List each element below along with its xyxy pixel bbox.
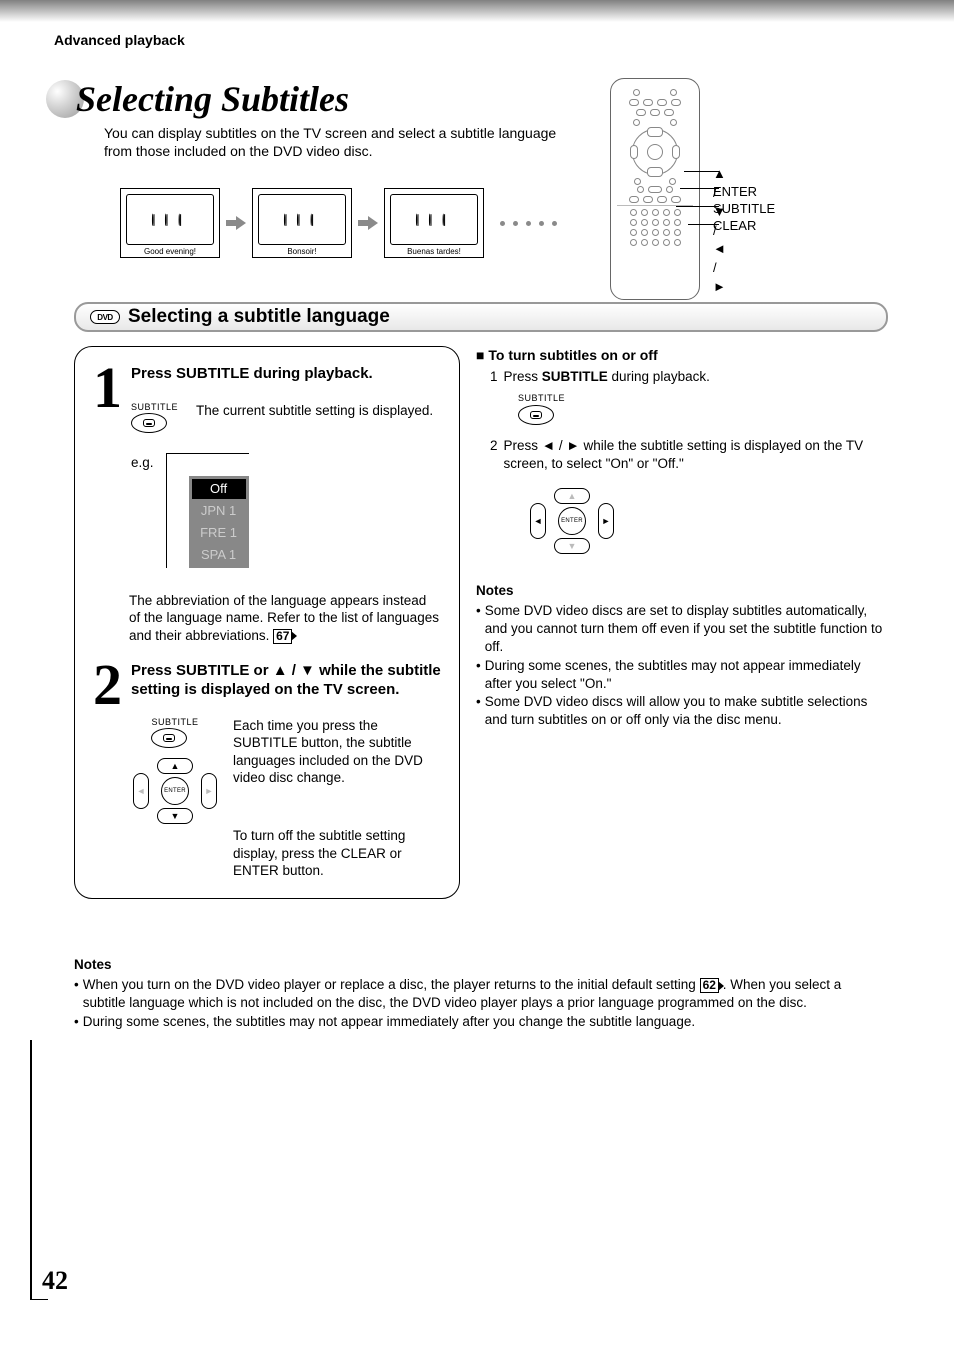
tv-box-1: Good evening!: [120, 188, 220, 258]
people-icon: [284, 214, 321, 226]
note-text: Some DVD video discs are set to display …: [485, 602, 886, 657]
top-gradient: [0, 0, 954, 22]
section-title: Selecting a subtitle language: [128, 306, 390, 328]
page-ref-62: 62: [700, 978, 719, 993]
intro-text: You can display subtitles on the TV scre…: [104, 124, 574, 160]
people-icon: [152, 214, 189, 226]
people-icon: [416, 214, 453, 226]
dvd-badge-icon: DVD: [90, 310, 120, 324]
enter-ring: ENTER: [558, 507, 586, 535]
subtitle-button-icon: SUBTITLE: [151, 717, 198, 748]
tv-box-2: Bonsoir!: [252, 188, 352, 258]
step1-abbrev: The abbreviation of the language appears…: [129, 592, 441, 645]
arrow-right-icon: [358, 216, 378, 230]
step1-desc: The current subtitle setting is displaye…: [196, 402, 441, 433]
step1-heading: Press SUBTITLE during playback.: [131, 365, 441, 384]
osd-off: Off: [192, 479, 246, 499]
section-bar: DVD Selecting a subtitle language: [74, 302, 888, 332]
tv-caption-2: Bonsoir!: [286, 247, 317, 256]
right-notes-heading: Notes: [476, 582, 886, 600]
square-bullet-icon: ■: [476, 347, 488, 363]
right-heading-text: To turn subtitles on or off: [488, 347, 657, 363]
corner-rule: [30, 1040, 38, 1300]
subtitle-btn-label: SUBTITLE: [131, 402, 178, 412]
osd-display: Off JPN 1 FRE 1 SPA 1: [189, 476, 249, 568]
num-1: 1: [490, 368, 498, 386]
num-2: 2: [490, 437, 498, 473]
remote-diagram: ▲ / ▼ / ◄ / ► ENTER SUBTITLE CLEAR: [610, 78, 900, 308]
right-column: ■ To turn subtitles on or off 1 Press SU…: [476, 346, 886, 729]
right-heading: ■ To turn subtitles on or off: [476, 346, 886, 365]
header-section-label: Advanced playback: [54, 32, 185, 48]
tv-box-3: Buenas tardes!: [384, 188, 484, 258]
arrow-right-icon: [226, 216, 246, 230]
enter-ring: ENTER: [161, 777, 189, 805]
right-step-2: 2 Press ◄ / ► while the subtitle setting…: [490, 437, 886, 473]
step2-heading: Press SUBTITLE or ▲ / ▼ while the subtit…: [131, 662, 441, 700]
subtitle-btn-label: SUBTITLE: [151, 717, 198, 727]
note-text: When you turn on the DVD video player or…: [83, 976, 886, 1012]
note-text: Some DVD video discs will allow you to m…: [485, 693, 886, 729]
dots-icon: [500, 221, 557, 226]
step-2: 2 Press SUBTITLE or ▲ / ▼ while the subt…: [93, 662, 441, 708]
bottom-notes: Notes • When you turn on the DVD video p…: [74, 956, 886, 1031]
step-1: 1 Press SUBTITLE during playback. SUBTIT…: [93, 365, 441, 568]
step-number: 2: [93, 662, 123, 708]
subtitle-button-icon: SUBTITLE: [518, 392, 565, 425]
page-title: Selecting Subtitles: [76, 78, 349, 120]
step2-desc2: To turn off the subtitle setting display…: [233, 827, 441, 880]
bottom-note-1: • When you turn on the DVD video player …: [74, 976, 886, 1012]
right-step-1: 1 Press SUBTITLE during playback.: [490, 368, 886, 386]
bottom-notes-heading: Notes: [74, 956, 886, 974]
page-number: 42: [42, 1266, 68, 1296]
steps-panel: 1 Press SUBTITLE during playback. SUBTIT…: [74, 346, 460, 899]
title-row: Selecting Subtitles: [46, 78, 349, 120]
subtitle-button-icon: SUBTITLE: [131, 402, 178, 433]
note-text: During some scenes, the subtitles may no…: [83, 1013, 695, 1031]
right-step-1-text: Press SUBTITLE during playback.: [504, 368, 710, 386]
tv-illustration-row: Good evening! Bonsoir! Buenas tardes!: [120, 188, 557, 258]
right-note-1: •Some DVD video discs are set to display…: [476, 602, 886, 657]
tv-caption-3: Buenas tardes!: [406, 247, 462, 256]
osd-fre: FRE 1: [192, 523, 246, 543]
remote-outline-icon: [610, 78, 700, 300]
bottom-note-2: •During some scenes, the subtitles may n…: [74, 1013, 886, 1031]
subtitle-btn-label: SUBTITLE: [518, 392, 565, 404]
dpad-icon: ▲ ▼ ◄ ► ENTER: [133, 758, 217, 824]
eg-label: e.g.: [131, 453, 154, 470]
right-step-2-text: Press ◄ / ► while the subtitle setting i…: [504, 437, 886, 473]
label-clear: CLEAR: [713, 217, 756, 236]
step-number: 1: [93, 365, 123, 568]
step2-desc: Each time you press the SUBTITLE button,…: [233, 717, 441, 787]
tv-caption-1: Good evening!: [143, 247, 197, 256]
dpad-icon: ▲ ▼ ◄ ► ENTER: [530, 488, 614, 554]
right-note-3: •Some DVD video discs will allow you to …: [476, 693, 886, 729]
page-ref-67: 67: [273, 629, 292, 644]
right-note-2: •During some scenes, the subtitles may n…: [476, 657, 886, 693]
osd-jpn: JPN 1: [192, 501, 246, 521]
osd-spa: SPA 1: [192, 545, 246, 565]
note-text: During some scenes, the subtitles may no…: [485, 657, 886, 693]
